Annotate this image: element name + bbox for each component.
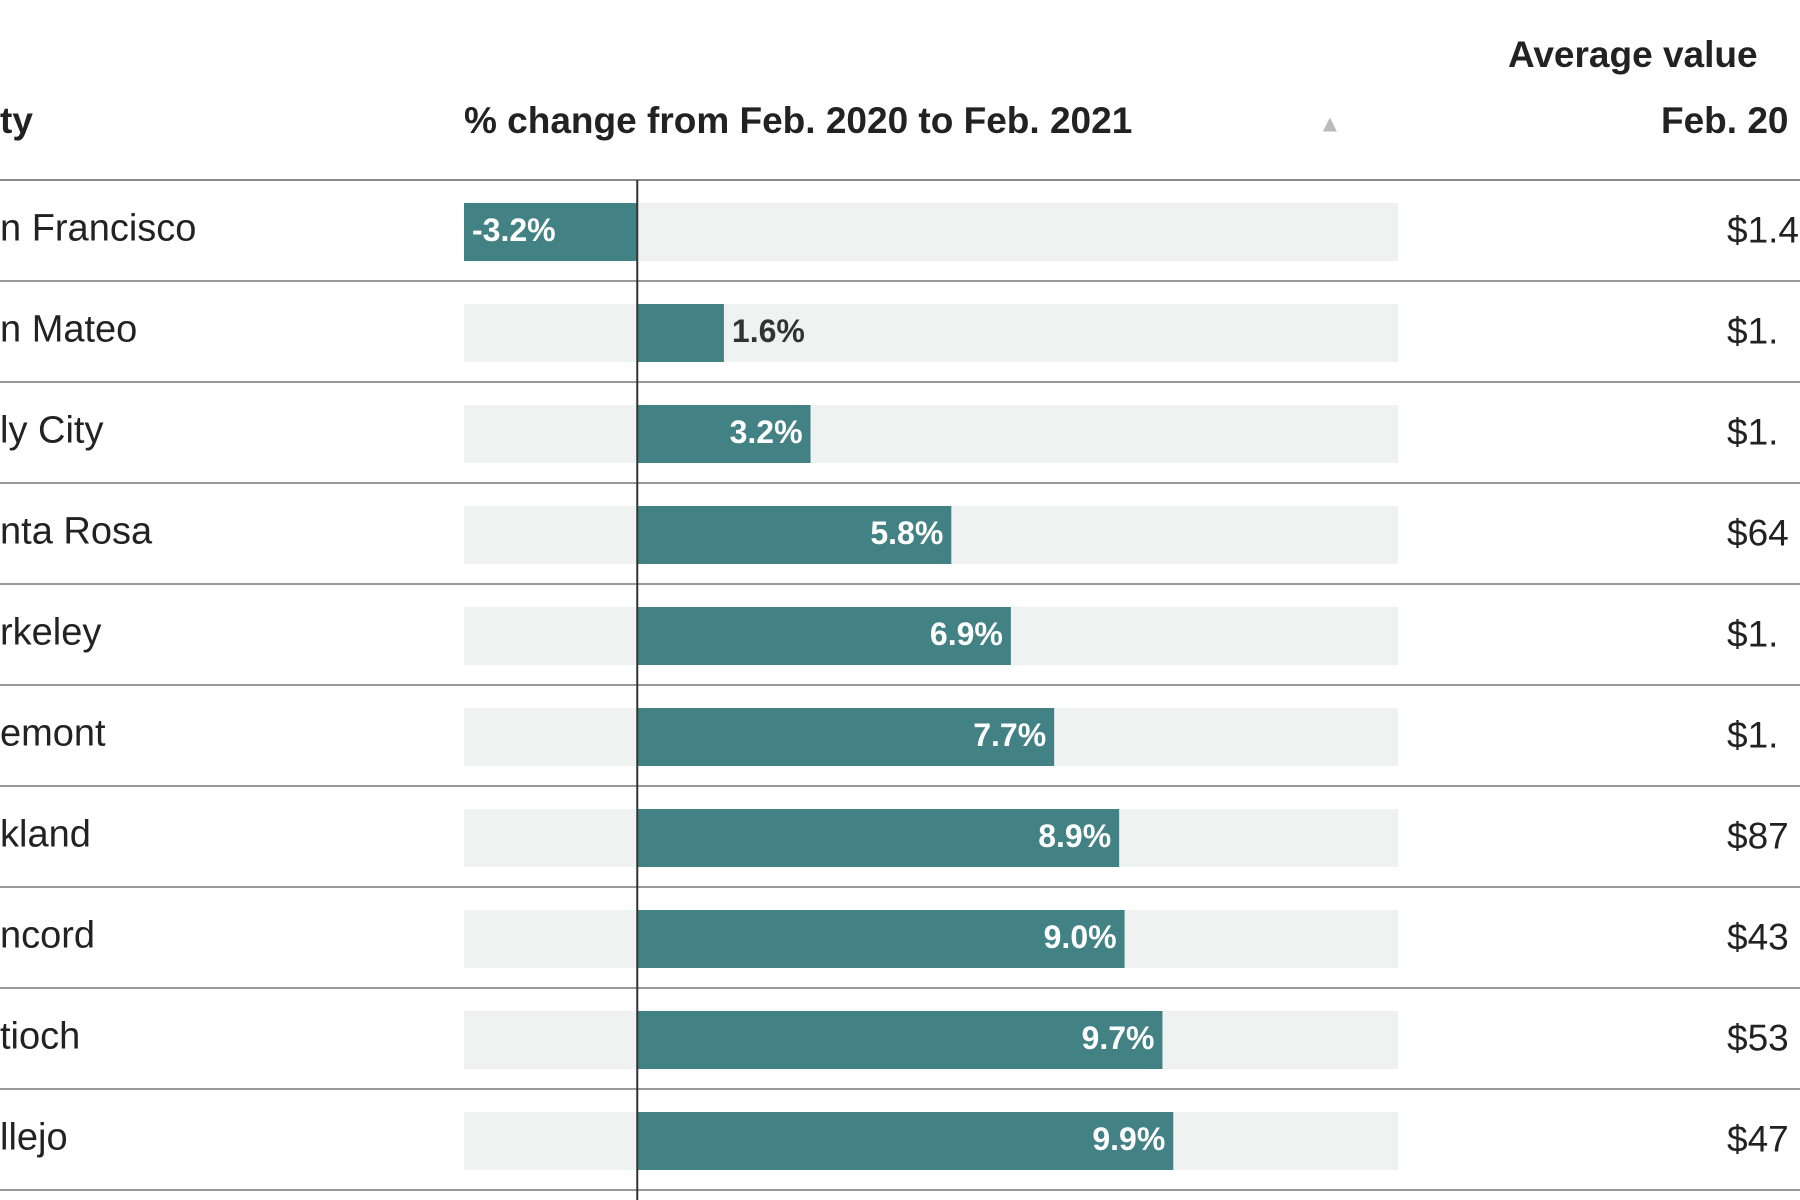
average-value: $1. xyxy=(1727,310,1778,351)
city-name: llejo xyxy=(0,1117,68,1159)
city-name: ly City xyxy=(0,410,103,452)
city-name: n Francisco xyxy=(0,208,196,250)
city-name: ncord xyxy=(0,915,95,957)
header-average[interactable]: Average value xyxy=(1508,34,1758,75)
average-value: $43 xyxy=(1727,916,1789,957)
header-average[interactable]: Feb. 20 xyxy=(1661,100,1789,141)
average-value: $1. xyxy=(1727,613,1778,654)
bar-label: 5.8% xyxy=(870,515,943,551)
bar xyxy=(637,405,811,463)
bar-label: -3.2% xyxy=(472,212,556,248)
average-value: $53 xyxy=(1727,1017,1789,1058)
average-value: $1. xyxy=(1727,411,1778,452)
average-value: $87 xyxy=(1727,815,1789,856)
city-name: emont xyxy=(0,713,106,755)
bar-track xyxy=(464,304,1398,362)
city-name: kland xyxy=(0,814,91,856)
average-value: $64 xyxy=(1727,512,1789,553)
average-value: $1. xyxy=(1727,714,1778,755)
bar-track xyxy=(464,405,1398,463)
bar-label: 7.7% xyxy=(973,717,1046,753)
average-value: $1.4 xyxy=(1727,209,1799,250)
city-name: n Mateo xyxy=(0,309,137,351)
city-name: tioch xyxy=(0,1016,80,1058)
sort-arrow[interactable]: ▲ xyxy=(1318,110,1342,137)
bar-label: 9.7% xyxy=(1082,1020,1155,1056)
city-name: nta Rosa xyxy=(0,511,153,553)
bar xyxy=(637,1112,1174,1170)
city-name: rkeley xyxy=(0,612,101,654)
header-city[interactable]: ty xyxy=(0,100,33,141)
bar xyxy=(464,203,638,261)
bar-label: 6.9% xyxy=(930,616,1003,652)
average-value: $47 xyxy=(1727,1118,1789,1159)
bar xyxy=(637,1011,1163,1069)
bar-label: 1.6% xyxy=(732,313,805,349)
bar-label: 9.9% xyxy=(1092,1121,1165,1157)
bar xyxy=(637,304,724,362)
bar xyxy=(637,708,1055,766)
bar-label: 3.2% xyxy=(730,414,803,450)
bar-label: 8.9% xyxy=(1038,818,1111,854)
bar xyxy=(637,910,1125,968)
bar xyxy=(637,607,1011,665)
header-change[interactable]: % change from Feb. 2020 to Feb. 2021 xyxy=(464,100,1132,141)
bar-label: 9.0% xyxy=(1044,919,1117,955)
bar xyxy=(637,809,1120,867)
bar xyxy=(637,506,952,564)
